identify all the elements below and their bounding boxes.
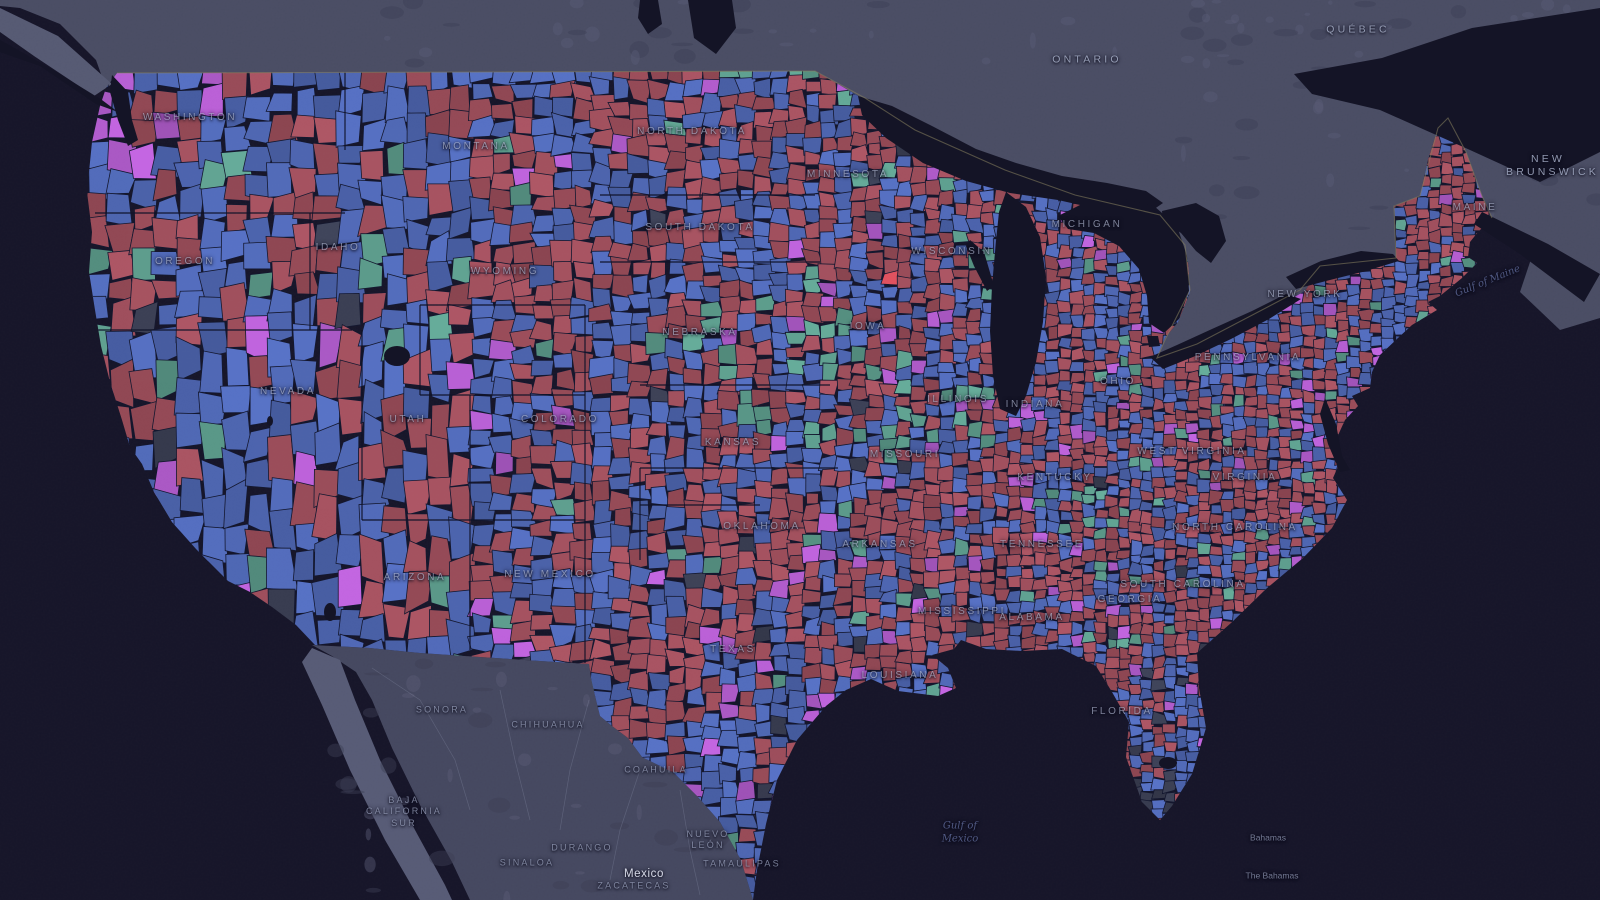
international-border-line <box>116 70 1493 359</box>
water-layer <box>0 0 1600 769</box>
mexico-admin-lines <box>371 667 701 896</box>
